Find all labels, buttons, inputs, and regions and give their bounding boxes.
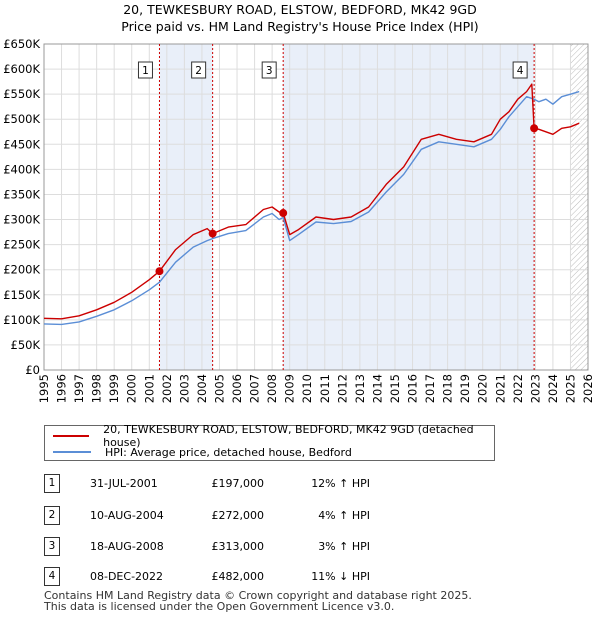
sale-point [155,267,164,276]
x-tick-label: 2017 [423,374,437,403]
x-tick-label: 1995 [37,374,51,403]
transaction-row-3: 3 18-AUG-2008 £313,000 3% ↑ HPI [44,537,464,557]
transaction-number: 1 [44,474,60,493]
x-tick-label: 2022 [511,374,525,403]
transaction-date: 18-AUG-2008 [90,540,164,553]
ownership-shade [159,44,213,370]
y-tick-label: £550K [3,87,40,101]
x-tick-label: 2024 [546,374,560,403]
x-tick-label: 2006 [230,374,244,403]
transaction-label-box [512,61,528,79]
legend-label-hpi: HPI: Average price, detached house, Bedf… [105,445,352,459]
x-tick-label: 2009 [283,374,297,403]
x-tick-label: 2005 [212,374,226,403]
x-tick-label: 1998 [90,374,104,403]
x-tick-label: 2018 [441,374,455,403]
y-tick-label: £650K [3,37,40,51]
transaction-date: 10-AUG-2004 [90,509,164,522]
y-tick-label: £350K [3,187,40,201]
legend-label-property: 20, TEWKESBURY ROAD, ELSTOW, BEDFORD, MK… [103,423,474,449]
plot-frame [43,43,589,371]
transaction-hpi-diff: 4% ↑ HPI [318,509,370,522]
sale-point [208,229,217,238]
footer: Contains HM Land Registry data © Crown c… [44,590,472,612]
x-tick-label: 2016 [406,374,420,403]
x-tick-label: 1997 [72,374,86,403]
legend-swatch-hpi [53,451,91,453]
transaction-row-2: 2 10-AUG-2004 £272,000 4% ↑ HPI [44,506,464,526]
x-tick-label: 2007 [248,374,262,403]
y-tick-label: £600K [3,62,40,76]
y-tick-label: £450K [3,137,40,151]
transaction-label-number: 3 [266,65,273,77]
y-tick-label: £50K [11,338,41,352]
x-tick-label: 1996 [55,374,69,403]
y-tick-label: £500K [3,112,40,126]
footer-copyright: Contains HM Land Registry data © Crown c… [44,589,472,602]
transaction-label-number: 1 [142,65,149,77]
x-tick-label: 2015 [388,374,402,403]
price-chart: £0 £50K £100K £150K £200K £250K £300K £350K £400… [3,37,595,403]
transaction-hpi-diff: 11% ↓ HPI [311,570,370,583]
transaction-row-4: 4 08-DEC-2022 £482,000 11% ↓ HPI [44,567,464,587]
x-tick-label: 2008 [265,374,279,403]
x-tick-label: 2000 [125,374,139,403]
transaction-row-1: 1 31-JUL-2001 £197,000 12% ↑ HPI [44,474,464,494]
x-tick-label: 2021 [493,374,507,403]
transaction-date: 31-JUL-2001 [90,477,158,490]
x-tick-label: 2003 [177,374,191,403]
sale-point [279,209,288,218]
chart-subtitle: Price paid vs. HM Land Registry's House … [121,19,479,34]
transaction-label-number: 2 [195,65,202,77]
x-tick-label: 1999 [107,374,121,403]
y-tick-label: £400K [3,162,40,176]
x-tick-label: 2019 [458,374,472,403]
x-tick-label: 2025 [563,374,577,403]
y-tick-label: £100K [3,313,40,327]
x-tick-label: 2011 [318,374,332,403]
transaction-number: 2 [44,506,60,525]
x-tick-label: 2004 [195,374,209,403]
y-tick-label: £300K [3,213,40,227]
hpi-line [43,90,580,326]
x-tick-label: 2020 [476,374,490,403]
transaction-price: £482,000 [211,570,265,583]
y-tick-label: £0 [25,363,40,377]
legend-item-hpi: HPI: Average price, detached house, Bedf… [53,444,352,460]
transaction-price: £272,000 [211,509,265,522]
transaction-number: 4 [44,567,60,586]
transaction-price: £313,000 [211,540,265,553]
footer-license: This data is licensed under the Open Gov… [44,600,395,613]
sale-point [530,124,539,133]
x-tick-label: 2002 [160,374,174,403]
legend-item-property: 20, TEWKESBURY ROAD, ELSTOW, BEDFORD, MK… [53,423,494,449]
x-tick-label: 2013 [353,374,367,403]
x-tick-label: 2012 [335,374,349,403]
y-tick-label: £150K [3,288,40,302]
x-tick-label: 2026 [581,374,595,403]
legend: 20, TEWKESBURY ROAD, ELSTOW, BEDFORD, MK… [44,423,495,461]
transaction-label-number: 4 [517,65,524,77]
x-tick-label: 2014 [370,374,384,403]
transaction-hpi-diff: 3% ↑ HPI [318,540,370,553]
transaction-date: 08-DEC-2022 [90,570,164,583]
y-tick-label: £200K [3,263,40,277]
chart-title: 20, TEWKESBURY ROAD, ELSTOW, BEDFORD, MK… [123,2,477,17]
x-tick-label: 2010 [300,374,314,403]
transaction-label-box [137,61,153,79]
x-tick-label: 2001 [142,374,156,403]
transaction-number: 3 [44,537,60,556]
transaction-label-box [191,61,207,79]
transaction-price: £197,000 [211,477,265,490]
x-tick-label: 2023 [528,374,542,403]
ownership-shade [283,44,535,370]
transaction-hpi-diff: 12% ↑ HPI [311,477,370,490]
transaction-label-box [261,61,277,79]
y-tick-label: £250K [3,238,40,252]
legend-swatch-property [53,435,90,437]
